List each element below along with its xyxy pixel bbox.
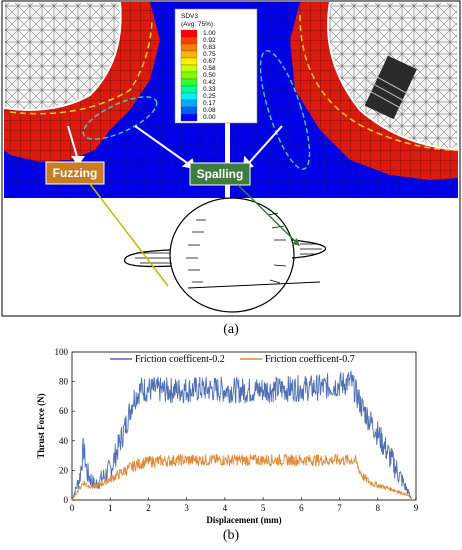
hole-schematic (124, 197, 327, 313)
legend-swatch (180, 50, 198, 59)
legend-swatch (180, 64, 198, 73)
legend-entry: Friction coefficent-0.2 (135, 354, 225, 365)
y-tick-label: 40 (59, 436, 69, 446)
y-tick-label: 60 (59, 406, 69, 416)
y-tick-label: 20 (59, 465, 69, 475)
legend-level-label: 0.50 (203, 72, 216, 79)
svg-text:Fuzzing: Fuzzing (53, 166, 98, 180)
x-tick-label: 8 (376, 503, 381, 513)
legend-title: SDV3 (181, 13, 198, 20)
legend-level-label: 0.08 (203, 107, 216, 114)
series-line-1 (71, 370, 413, 501)
caption-a: (a) (223, 322, 239, 337)
x-tick-label: 2 (146, 503, 151, 513)
x-tick-label: 1 (108, 503, 113, 513)
legend-level-label: 1.00 (203, 30, 216, 37)
legend-swatch (180, 85, 198, 94)
legend-level-label: 0.67 (203, 58, 216, 65)
legend-swatch (180, 113, 198, 122)
legend-level-label: 0.33 (203, 86, 216, 93)
legend-subtitle: (Avg: 75%) (181, 21, 213, 28)
x-tick-label: 6 (299, 503, 304, 513)
x-tick-label: 3 (184, 503, 189, 513)
left-damage-boundary (9, 19, 153, 115)
legend-level-label: 0.75 (203, 51, 216, 58)
legend-swatch (180, 106, 198, 115)
x-tick-label: 4 (223, 503, 228, 513)
legend-swatch (180, 71, 198, 80)
right-damage-boundary (299, 14, 458, 151)
legend-level-label: 0.83 (203, 44, 216, 51)
y-tick-label: 80 (59, 377, 69, 387)
legend-level-label: 0.42 (203, 79, 216, 86)
fuzzing-label: Fuzzing (45, 161, 105, 185)
center-separator (225, 120, 230, 198)
caption-b: (b) (222, 528, 240, 543)
x-tick-label: 0 (70, 503, 75, 513)
legend-level-label: 0.25 (203, 93, 216, 100)
series-line-2 (71, 452, 413, 501)
x-tick-label: 7 (337, 503, 342, 513)
legend-swatch (180, 92, 198, 101)
spalling-region (259, 50, 311, 170)
legend-swatch (180, 57, 198, 66)
fuzzing-region (82, 96, 158, 140)
legend-swatch (180, 99, 198, 108)
fem-simulation-figure: SDV3 (Avg: 75%) 1.000.920.830.750.670.58… (1, 0, 461, 317)
legend-swatch (180, 36, 198, 45)
legend-swatch (180, 78, 198, 87)
x-tick-label: 5 (261, 503, 266, 513)
legend-swatch (180, 29, 198, 38)
legend-level-label: 0.58 (203, 65, 216, 72)
y-tick-label: 0 (64, 495, 69, 505)
x-tick-label: 9 (414, 503, 419, 513)
legend-level-label: 0.92 (203, 37, 216, 44)
contour-legend: SDV3 (Avg: 75%) 1.000.920.830.750.670.58… (174, 8, 258, 124)
thrust-force-chart: 0 1 2 3 4 5 6 7 8 9 0 20 40 60 80 100 Displacement (mm) T… (36, 347, 419, 525)
legend-swatch (180, 43, 198, 52)
x-axis-label: Displacement (mm) (206, 515, 281, 525)
fiber-texture (363, 55, 417, 120)
legend-level-label: 0.17 (203, 100, 216, 107)
spalling-pointer-head (292, 238, 300, 246)
y-tick-label: 100 (55, 347, 69, 357)
fuzzing-pointer (89, 183, 169, 287)
spalling-pointer (237, 184, 299, 245)
y-axis-label: Thrust Force (N) (36, 393, 46, 458)
spalling-label: Spalling (189, 162, 251, 186)
svg-text:Spalling: Spalling (197, 167, 244, 181)
plot-frame (71, 351, 417, 501)
legend-level-label: 0.00 (203, 114, 216, 121)
legend-entry: Friction coefficent-0.7 (265, 354, 355, 365)
left-tool-mesh (4, 2, 122, 111)
